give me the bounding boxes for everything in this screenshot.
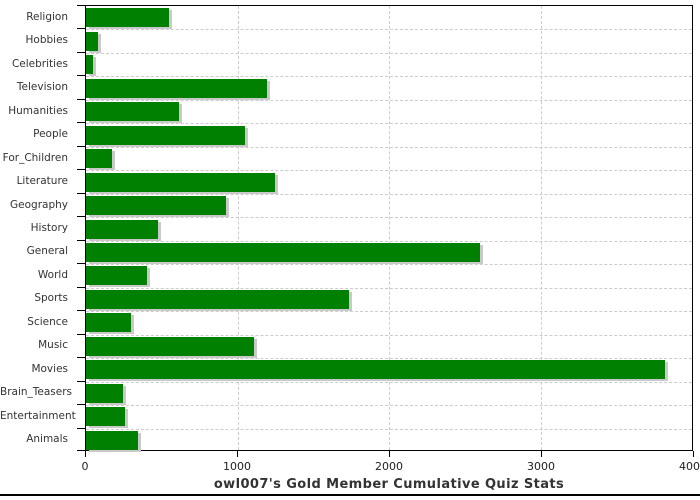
h-gridline (86, 381, 692, 383)
y-axis-label: Science (27, 315, 68, 328)
y-axis-label: Sports (34, 292, 68, 305)
bottom-divider (0, 494, 700, 496)
h-gridline (86, 287, 692, 289)
y-tick (77, 145, 85, 147)
y-axis-label: General (26, 245, 68, 258)
y-axis-label: World (37, 268, 68, 281)
y-tick (77, 310, 85, 312)
x-tick (693, 451, 694, 457)
h-gridline (86, 264, 692, 266)
bar-animals (86, 430, 139, 450)
y-axis-label: Brain_Teasers (0, 386, 73, 399)
bar-geography (86, 196, 227, 216)
x-tick (85, 451, 86, 457)
y-tick (77, 263, 85, 265)
bar-people (86, 125, 246, 145)
x-tick (541, 451, 542, 457)
y-tick (77, 380, 85, 382)
y-tick (77, 216, 85, 218)
y-tick (77, 51, 85, 53)
v-gridline (237, 6, 239, 450)
x-tick (237, 451, 238, 457)
y-axis-label: Celebrities (11, 57, 68, 70)
x-tick-label: 0 (81, 460, 89, 473)
bar-humanities (86, 102, 180, 122)
y-tick (77, 450, 85, 451)
y-tick (77, 122, 85, 124)
y-axis-label: People (33, 128, 68, 141)
h-gridline (86, 146, 692, 148)
y-axis-label: Music (38, 339, 68, 352)
bar-entertainment (86, 407, 125, 427)
y-axis-label: Geography (10, 198, 68, 211)
plot-area (85, 5, 693, 451)
bar-music (86, 336, 255, 356)
y-axis-label: Literature (16, 175, 68, 188)
h-gridline (86, 405, 692, 407)
h-gridline (86, 311, 692, 313)
y-tick (77, 286, 85, 288)
y-axis-label: For_Children (2, 151, 68, 164)
y-axis-label: Entertainment (0, 409, 76, 422)
y-tick (77, 239, 85, 241)
x-tick-label: 3000 (527, 460, 555, 473)
bar-history (86, 219, 158, 239)
y-tick (77, 169, 85, 171)
h-gridline (86, 334, 692, 336)
bar-celebrities (86, 55, 93, 75)
y-axis-label: Television (16, 81, 68, 94)
bar-hobbies (86, 31, 99, 51)
bar-general (86, 242, 480, 262)
v-gridline (540, 6, 542, 450)
bar-for_children (86, 149, 112, 169)
h-gridline (86, 428, 692, 430)
h-gridline (86, 99, 692, 101)
x-tick-label: 4000 (679, 460, 700, 473)
chart-title: owl007's Gold Member Cumulative Quiz Sta… (213, 477, 565, 492)
y-tick (77, 5, 85, 6)
h-gridline (86, 217, 692, 219)
y-axis-label: Religion (26, 10, 68, 23)
bar-brain_teasers (86, 383, 124, 403)
v-gridline (389, 6, 390, 450)
bar-literature (86, 172, 275, 192)
h-gridline (86, 170, 692, 172)
x-tick-label: 2000 (375, 460, 403, 473)
y-axis-label: Hobbies (25, 34, 69, 47)
bar-religion (86, 8, 170, 28)
y-tick (77, 98, 85, 100)
bar-world (86, 266, 148, 286)
bar-science (86, 313, 131, 333)
bar-television (86, 78, 268, 98)
bar-movies (86, 360, 666, 380)
h-gridline (86, 76, 692, 78)
h-gridline (86, 29, 692, 31)
x-tick (389, 451, 390, 457)
y-tick (77, 192, 85, 194)
x-tick-label: 1000 (223, 460, 251, 473)
y-axis-label: Humanities (8, 104, 68, 117)
bar-sports (86, 289, 349, 309)
h-gridline (86, 123, 692, 125)
y-tick (77, 404, 85, 406)
h-gridline (86, 193, 692, 195)
y-axis-label: History (30, 222, 68, 234)
y-tick (77, 427, 85, 429)
y-tick (77, 333, 85, 335)
y-tick (77, 357, 85, 359)
h-gridline (86, 358, 692, 360)
y-axis-label: Movies (31, 362, 68, 375)
y-tick (77, 28, 85, 30)
y-axis-labels: Religion Hobbies Celebrities Television Huma… (0, 5, 76, 451)
y-axis-label: Animals (26, 433, 68, 446)
h-gridline (86, 240, 692, 242)
h-gridline (86, 52, 692, 54)
y-tick (77, 75, 85, 77)
